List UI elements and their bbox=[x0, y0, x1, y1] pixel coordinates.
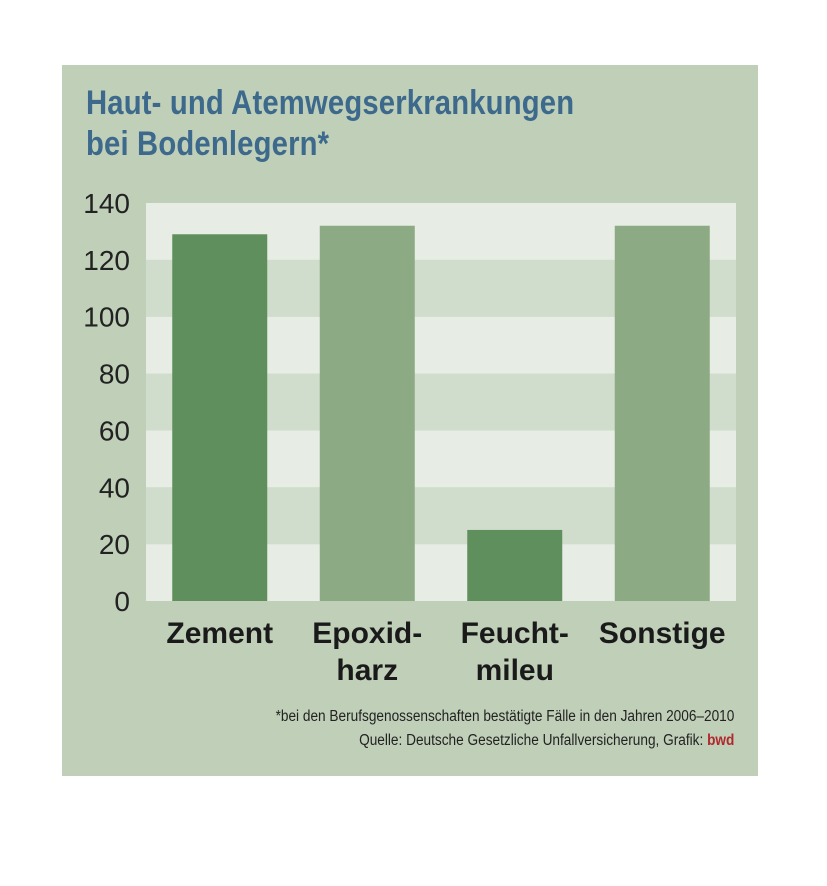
bar bbox=[467, 529, 563, 601]
y-tick-label: 80 bbox=[99, 359, 130, 390]
y-tick-label: 140 bbox=[83, 188, 130, 219]
chart-card: Haut- und Atemwegserkrankungen bei Boden… bbox=[62, 65, 758, 776]
y-tick-label: 0 bbox=[114, 586, 130, 617]
chart-title: Haut- und Atemwegserkrankungen bei Boden… bbox=[86, 83, 645, 165]
y-tick-label: 60 bbox=[99, 415, 130, 446]
bar-chart: 0 20 40 60 80 100 120 140 Zement Epoxid-harz Feuch… bbox=[83, 188, 736, 687]
brand-name: bwd bbox=[706, 732, 734, 749]
bar bbox=[614, 225, 710, 601]
y-tick-label: 40 bbox=[99, 472, 130, 503]
x-tick-label: Zement bbox=[166, 617, 273, 650]
bar bbox=[319, 225, 415, 601]
x-tick-label-line: Sonstige bbox=[599, 617, 726, 650]
x-tick-label-line: harz bbox=[336, 654, 398, 687]
x-tick-label-line: Epoxid- bbox=[312, 617, 422, 650]
footnote-block: *bei den Berufsgenossenschaften bestätig… bbox=[275, 705, 734, 753]
x-tick-label-line: Feucht- bbox=[461, 617, 569, 650]
y-tick-label: 120 bbox=[83, 245, 130, 276]
x-tick-label: Feucht-mileu bbox=[461, 617, 569, 687]
title-line-2: bei Bodenlegern* bbox=[86, 125, 330, 163]
title-line-1: Haut- und Atemwegserkrankungen bbox=[86, 84, 575, 122]
x-tick-label-line: Zement bbox=[166, 617, 273, 650]
y-tick-label: 100 bbox=[83, 302, 130, 333]
footnote-text: *bei den Berufsgenossenschaften bestätig… bbox=[275, 708, 734, 725]
source-line: Quelle: Deutsche Gesetzliche Unfallversi… bbox=[275, 729, 734, 753]
x-tick-label-line: mileu bbox=[476, 654, 554, 687]
x-tick-label: Sonstige bbox=[599, 617, 726, 650]
y-tick-label: 20 bbox=[99, 529, 130, 560]
x-tick-label: Epoxid-harz bbox=[312, 617, 422, 687]
source-text: Quelle: Deutsche Gesetzliche Unfallversi… bbox=[358, 732, 707, 749]
bar bbox=[172, 234, 268, 601]
